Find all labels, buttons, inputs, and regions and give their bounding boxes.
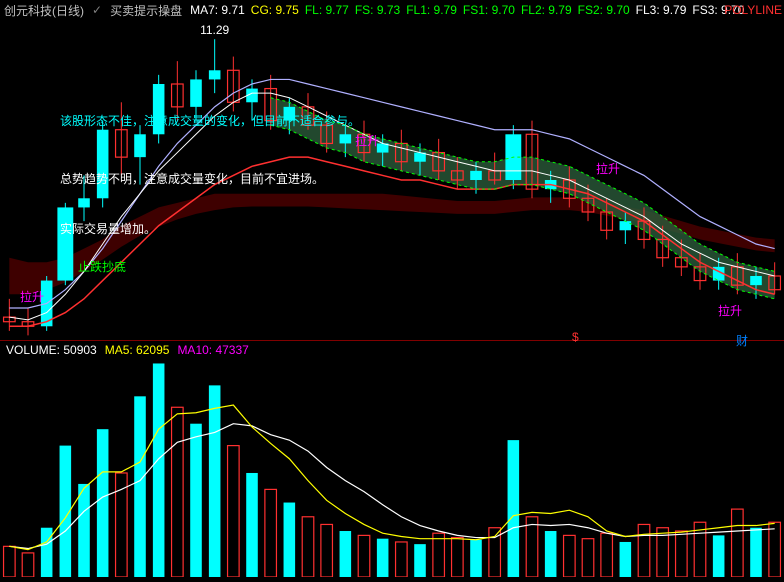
indicator-item: FL1: 9.79 <box>406 3 457 17</box>
price-chart[interactable]: 11.29 该股形态不佳，注意成交量的变化，但目前不适合参与。总势趋势不明，注意… <box>0 20 784 340</box>
indicator-item: FS: 9.73 <box>355 3 400 17</box>
volume-header: VOLUME: 50903 MA5: 62095 MA10: 47337 <box>0 340 784 358</box>
indicator-item: FL2: 9.79 <box>521 3 572 17</box>
svg-text:11.29: 11.29 <box>200 23 229 37</box>
mode-label: 买卖提示操盘 <box>110 2 182 19</box>
check-icon: ✓ <box>92 3 102 17</box>
indicator-item: FS1: 9.70 <box>463 3 515 17</box>
volume-chart[interactable] <box>0 358 784 577</box>
stock-title: 创元科技(日线) <box>4 2 84 19</box>
price-canvas: 11.29 <box>0 20 784 340</box>
indicator-item: MA7: 9.71 <box>190 3 245 17</box>
volume-canvas <box>0 358 784 577</box>
indicator-row: MA7: 9.71 CG: 9.75 FL: 9.77 FS: 9.73 FL1: 9.… <box>190 3 750 17</box>
volume-indicator-row: VOLUME: 50903 MA5: 62095 MA10: 47337 <box>6 343 257 357</box>
polyline-label: POLYLINE <box>724 3 782 17</box>
indicator-item: FL3: 9.79 <box>636 3 687 17</box>
indicator-item: FS2: 9.70 <box>578 3 630 17</box>
volume-indicator-item: MA5: 62095 <box>105 343 170 357</box>
indicator-item: CG: 9.75 <box>251 3 299 17</box>
volume-indicator-item: MA10: 47337 <box>177 343 248 357</box>
chart-header: 创元科技(日线) ✓ 买卖提示操盘 MA7: 9.71 CG: 9.75 FL: 9… <box>0 0 784 20</box>
indicator-item: FL: 9.77 <box>305 3 349 17</box>
volume-indicator-item: VOLUME: 50903 <box>6 343 97 357</box>
